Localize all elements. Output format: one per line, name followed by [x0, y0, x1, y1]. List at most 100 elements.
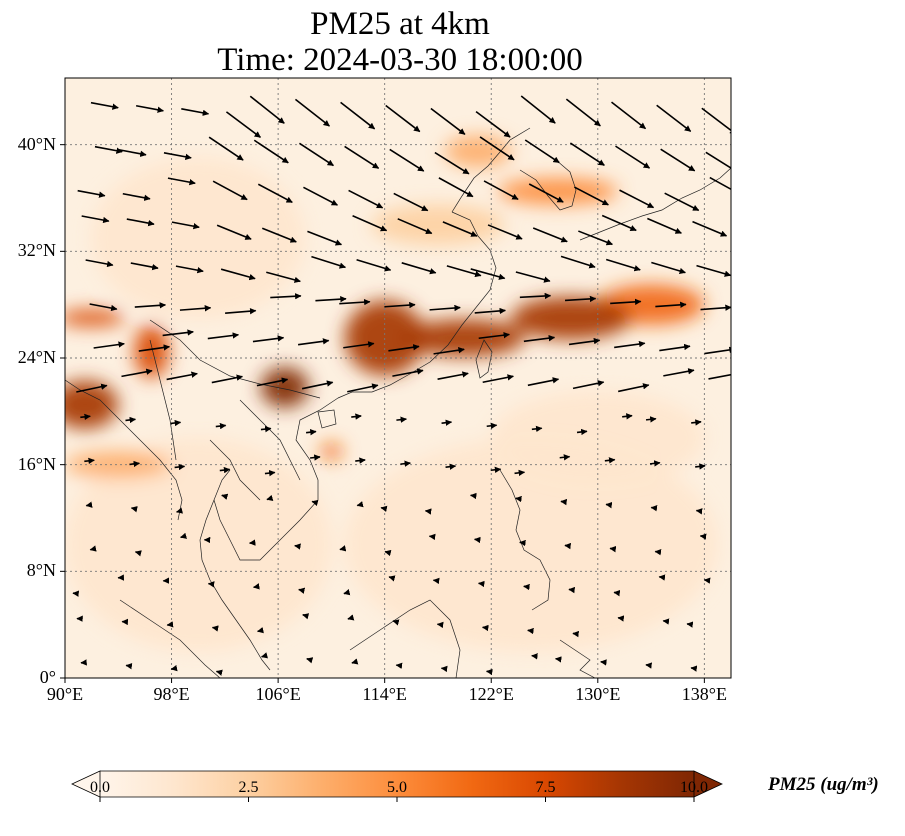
wind-arrow [523, 334, 556, 343]
pm25-plume [134, 324, 169, 379]
colorbar-tick-label: 7.5 [535, 779, 556, 796]
wind-arrow [256, 377, 289, 387]
wind-arrow [700, 304, 731, 311]
wind-arrow [356, 258, 392, 272]
x-tick-label: 130°E [575, 684, 621, 704]
wind-arrow [528, 183, 564, 203]
wind-arrow [604, 457, 616, 464]
wind-arrow [294, 98, 330, 127]
wind-arrow [351, 658, 359, 665]
wind-arrow [705, 151, 731, 170]
wind-arrow [309, 454, 321, 461]
pm25-plume [511, 296, 632, 340]
wind-arrow [212, 180, 248, 201]
colorbar-tick-label: 5.0 [387, 779, 407, 796]
wind-arrow [614, 340, 646, 349]
wind-arrow [89, 303, 118, 312]
wind-arrow [618, 383, 650, 393]
x-tick-label: 122°E [468, 684, 514, 704]
colorbar [71, 770, 723, 802]
wind-arrow [649, 460, 661, 467]
wind-arrow [490, 466, 502, 473]
wind-arrow [605, 258, 641, 272]
wind-arrow [93, 341, 125, 349]
wind-arrow [94, 145, 123, 154]
wind-arrow [134, 302, 167, 309]
coastline-bohai [451, 127, 531, 213]
colorbar-extend-max [693, 770, 723, 798]
pm25-plume [444, 135, 512, 168]
coastline-china [337, 211, 497, 399]
wind-arrow [573, 186, 609, 206]
wind-arrow [301, 380, 334, 390]
wind-arrow [126, 218, 155, 227]
wind-arrow [655, 301, 687, 308]
wind-arrow [520, 95, 556, 124]
pm25-plume [260, 367, 309, 408]
border-myanmar [149, 339, 177, 461]
wind-arrow [311, 255, 347, 269]
wind-arrow [532, 227, 568, 243]
wind-arrow [302, 613, 310, 620]
wind-arrow [180, 532, 188, 539]
wind-arrow [446, 265, 482, 278]
border-laos [239, 399, 301, 481]
wind-arrow [174, 463, 186, 471]
wind-arrow [307, 230, 343, 246]
pm25-plume [65, 310, 125, 326]
wind-arrow [478, 332, 510, 340]
wind-arrow [442, 221, 478, 237]
wind-arrow [437, 371, 469, 380]
wind-arrow [704, 346, 731, 355]
wind-arrow [660, 148, 696, 172]
wind-arrow [695, 463, 706, 470]
wind-arrow [179, 305, 212, 312]
wind-arrow [519, 292, 552, 300]
wind-arrow [297, 338, 330, 346]
wind-arrow [709, 176, 731, 191]
wind-arrow [611, 101, 647, 130]
coastlines [65, 127, 731, 678]
wind-arrow [260, 425, 272, 433]
wind-arrow [487, 224, 523, 240]
wind-arrow [560, 255, 596, 269]
coastline-japan [579, 167, 731, 241]
wind-arrow [568, 337, 601, 346]
wind-arrow [249, 95, 285, 124]
wind-arrow [215, 422, 227, 430]
map-area [65, 78, 731, 678]
x-tick-label: 106°E [255, 684, 301, 704]
wind-arrow [576, 428, 588, 436]
wind-arrow [564, 295, 597, 303]
wind-arrow [306, 657, 314, 664]
wind-arrow [559, 454, 571, 461]
border-china-south [149, 319, 321, 399]
wind-arrow [527, 377, 560, 387]
wind-arrow [531, 425, 543, 433]
wind-arrow [315, 295, 347, 303]
wind-arrow [384, 301, 416, 309]
wind-arrow [578, 230, 613, 246]
wind-arrow [261, 652, 269, 659]
wind-arrow [701, 107, 731, 135]
wind-arrow [433, 346, 465, 355]
wind-arrow [77, 189, 106, 198]
pm25-plume [91, 158, 305, 318]
coastline-korea [519, 149, 577, 211]
wind-arrow [645, 416, 657, 423]
wind-arrow [181, 108, 210, 116]
wind-arrow [396, 416, 407, 423]
wind-arrow [622, 413, 633, 420]
wind-arrow [311, 499, 319, 507]
wind-arrow [659, 343, 691, 352]
wind-arrow [122, 192, 151, 201]
wind-arrow [134, 550, 142, 557]
map-subtitle-time: Time: 2024-03-30 18:00:00 [217, 42, 583, 78]
colorbar-body [100, 771, 694, 797]
wind-arrow [514, 469, 526, 477]
wind-arrow [270, 293, 302, 300]
wind-arrow [130, 262, 159, 271]
y-tick-label: 8°N [26, 560, 56, 581]
wind-arrow [388, 575, 396, 582]
coastline-malay [199, 499, 271, 671]
